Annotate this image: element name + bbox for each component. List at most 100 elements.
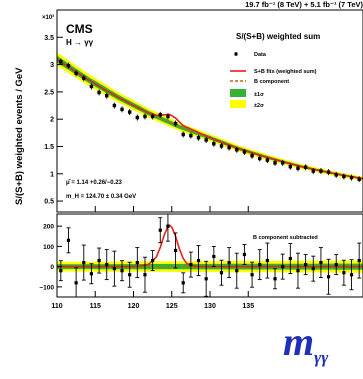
data-point-upper (181, 132, 185, 137)
data-point-lower (173, 248, 178, 253)
data-point-upper (212, 142, 216, 146)
data-point-upper (319, 169, 323, 173)
upper-band-1sigma (57, 55, 363, 180)
data-point-lower (258, 263, 262, 267)
data-point-lower (135, 260, 139, 265)
data-point-upper (204, 138, 208, 142)
xtick-label: 130 (204, 303, 216, 310)
data-point-lower (334, 263, 338, 267)
data-point-upper (326, 170, 331, 174)
data-point-upper (242, 150, 247, 154)
exponent-label: ×10³ (42, 14, 54, 21)
data-point-upper (303, 165, 308, 169)
legend-entry-fit: S+B fits (weighted sum) (230, 69, 317, 75)
legend-entry-bkg: B component (230, 79, 289, 85)
data-point-upper (66, 63, 71, 68)
xtick-label: 125 (166, 303, 178, 310)
x-axis-title: mγγ (283, 319, 329, 367)
signal-plus-background-curve (57, 58, 363, 180)
y-axis-title: S/(S+B) weighted events / GeV (14, 67, 25, 205)
data-point-lower (66, 238, 71, 242)
data-point-lower (112, 267, 116, 271)
data-point-lower (219, 271, 224, 275)
upper-ytick-label: 2 (50, 117, 54, 124)
background-fit-curve (57, 58, 363, 180)
data-point-upper (143, 114, 147, 119)
upper-ytick-label: 1.5 (44, 144, 54, 151)
signal-strength-text: μ̂ = 1.14 +0.26/−0.23 (66, 180, 123, 186)
data-point-lower (304, 263, 308, 267)
data-point-lower (296, 269, 300, 273)
upper-fit-curves (57, 58, 363, 180)
data-point-upper (227, 145, 231, 150)
data-point-lower (82, 260, 86, 265)
data-point-upper (112, 103, 117, 108)
data-point-upper (89, 84, 94, 89)
data-point-lower (189, 263, 193, 267)
upper-panel: 0.5 1 1.5 2 2.5 3 3.5 ×10³ CMS H → γγ S/(S+B) … (42, 9, 363, 213)
lower-ytick-label: 100 (43, 244, 54, 251)
legend-title: S/(S+B) weighted sum (236, 32, 320, 41)
data-point-lower (273, 277, 277, 281)
data-point-lower (227, 260, 231, 265)
lower-annotation: B component subtracted (253, 235, 318, 241)
data-point-upper (250, 154, 254, 158)
data-point-upper (173, 121, 178, 126)
data-point-lower (74, 281, 78, 285)
data-point-upper (265, 158, 270, 162)
data-point-upper (120, 107, 124, 112)
data-point-lower (357, 258, 361, 263)
legend-entry-data: Data (234, 52, 267, 58)
data-point-upper (280, 161, 285, 165)
data-point-lower (105, 263, 109, 267)
data-point-lower (158, 228, 162, 232)
xtick-label: 110 (51, 303, 62, 310)
data-point-upper (357, 177, 361, 181)
data-point-lower (342, 271, 346, 275)
data-point-lower (326, 275, 331, 279)
xtick-label: 120 (128, 303, 140, 310)
data-point-lower (349, 273, 354, 277)
data-point-lower (120, 269, 124, 273)
data-point-lower (281, 265, 285, 269)
data-point-lower (196, 258, 201, 263)
legend: Data S+B fits (weighted sum) B component… (230, 52, 317, 109)
data-point-upper (349, 175, 354, 180)
data-point-upper (334, 173, 338, 177)
upper-ytick-label: 3.5 (44, 35, 54, 42)
legend-entry-2sigma: ±2σ (230, 100, 264, 109)
data-point-lower (204, 277, 208, 281)
data-point-lower (319, 260, 323, 265)
data-point-lower (128, 273, 132, 277)
data-point-lower (181, 281, 185, 285)
data-point-lower (143, 273, 147, 277)
lower-fit-curve (57, 224, 363, 268)
data-point-lower (235, 269, 239, 273)
data-point-upper (273, 161, 277, 165)
upper-data-points (59, 58, 361, 183)
data-point-lower (166, 224, 170, 228)
signal-peak-curve (57, 224, 363, 268)
data-point-lower (311, 267, 315, 271)
xtick-label: 115 (90, 303, 101, 310)
channel-label: H → γγ (66, 38, 94, 47)
data-point-upper (166, 114, 170, 119)
upper-uncertainty-bands (57, 52, 363, 181)
upper-y-axis: 0.5 1 1.5 2 2.5 3 3.5 (44, 35, 63, 206)
upper-ytick-label: 0.5 (44, 199, 54, 206)
cms-label: CMS (66, 22, 93, 36)
lower-ytick-label: −100 (39, 284, 54, 291)
lower-data-points (58, 214, 362, 297)
upper-ytick-label: 3 (50, 62, 54, 69)
data-point-upper (342, 174, 346, 179)
upper-ytick-label: 1 (50, 171, 54, 178)
data-point-upper (59, 60, 63, 64)
data-point-upper (288, 164, 293, 169)
lower-ytick-label: 200 (43, 224, 54, 231)
lower-y-axis: −100 0 100 200 (39, 224, 62, 291)
data-point-lower (212, 254, 216, 259)
lower-ytick-label: 0 (50, 264, 54, 271)
xtick-label: 135 (242, 303, 254, 310)
data-point-upper (196, 136, 201, 140)
